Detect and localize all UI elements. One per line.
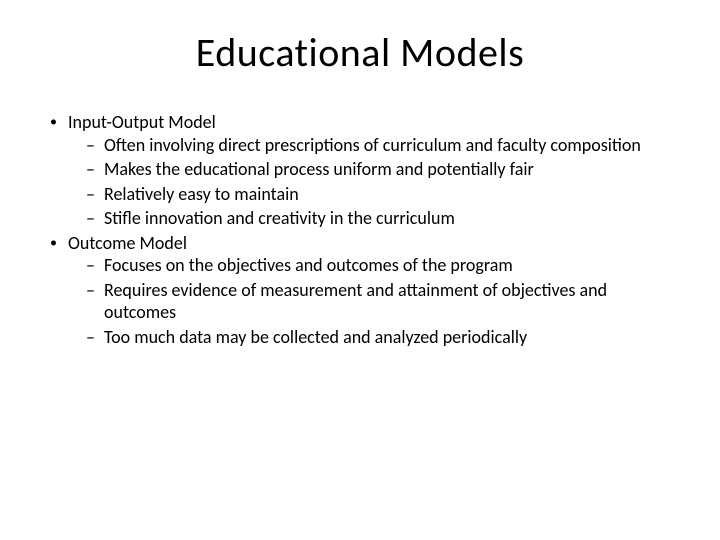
sub-bullet-text: Stifle innovation and creativity in the … <box>104 207 455 229</box>
slide-body: Input-Output Model Often involving direc… <box>0 111 720 348</box>
sub-bullet-item: Too much data may be collected and analy… <box>68 326 680 349</box>
bullet-list-level1: Input-Output Model Often involving direc… <box>40 111 680 348</box>
sub-bullet-item: Requires evidence of measurement and att… <box>68 279 680 324</box>
sub-bullet-text: Often involving direct prescriptions of … <box>104 134 641 156</box>
sub-bullet-text: Relatively easy to maintain <box>104 183 299 205</box>
bullet-item: Input-Output Model Often involving direc… <box>40 111 680 230</box>
slide-title: Educational Models <box>0 28 720 77</box>
sub-bullet-item: Focuses on the objectives and outcomes o… <box>68 254 680 277</box>
sub-bullet-text: Too much data may be collected and analy… <box>104 326 527 348</box>
slide: Educational Models Input-Output Model Of… <box>0 28 720 540</box>
sub-bullet-item: Stifle innovation and creativity in the … <box>68 207 680 230</box>
sub-bullet-item: Relatively easy to maintain <box>68 183 680 206</box>
sub-bullet-item: Makes the educational process uniform an… <box>68 158 680 181</box>
bullet-text: Input-Output Model <box>68 111 216 133</box>
bullet-text: Outcome Model <box>68 232 187 254</box>
bullet-list-level2: Focuses on the objectives and outcomes o… <box>68 254 680 348</box>
sub-bullet-text: Focuses on the objectives and outcomes o… <box>104 254 513 276</box>
sub-bullet-item: Often involving direct prescriptions of … <box>68 134 680 157</box>
sub-bullet-text: Makes the educational process uniform an… <box>104 158 534 180</box>
bullet-list-level2: Often involving direct prescriptions of … <box>68 134 680 230</box>
bullet-item: Outcome Model Focuses on the objectives … <box>40 232 680 349</box>
sub-bullet-text: Requires evidence of measurement and att… <box>104 279 607 324</box>
